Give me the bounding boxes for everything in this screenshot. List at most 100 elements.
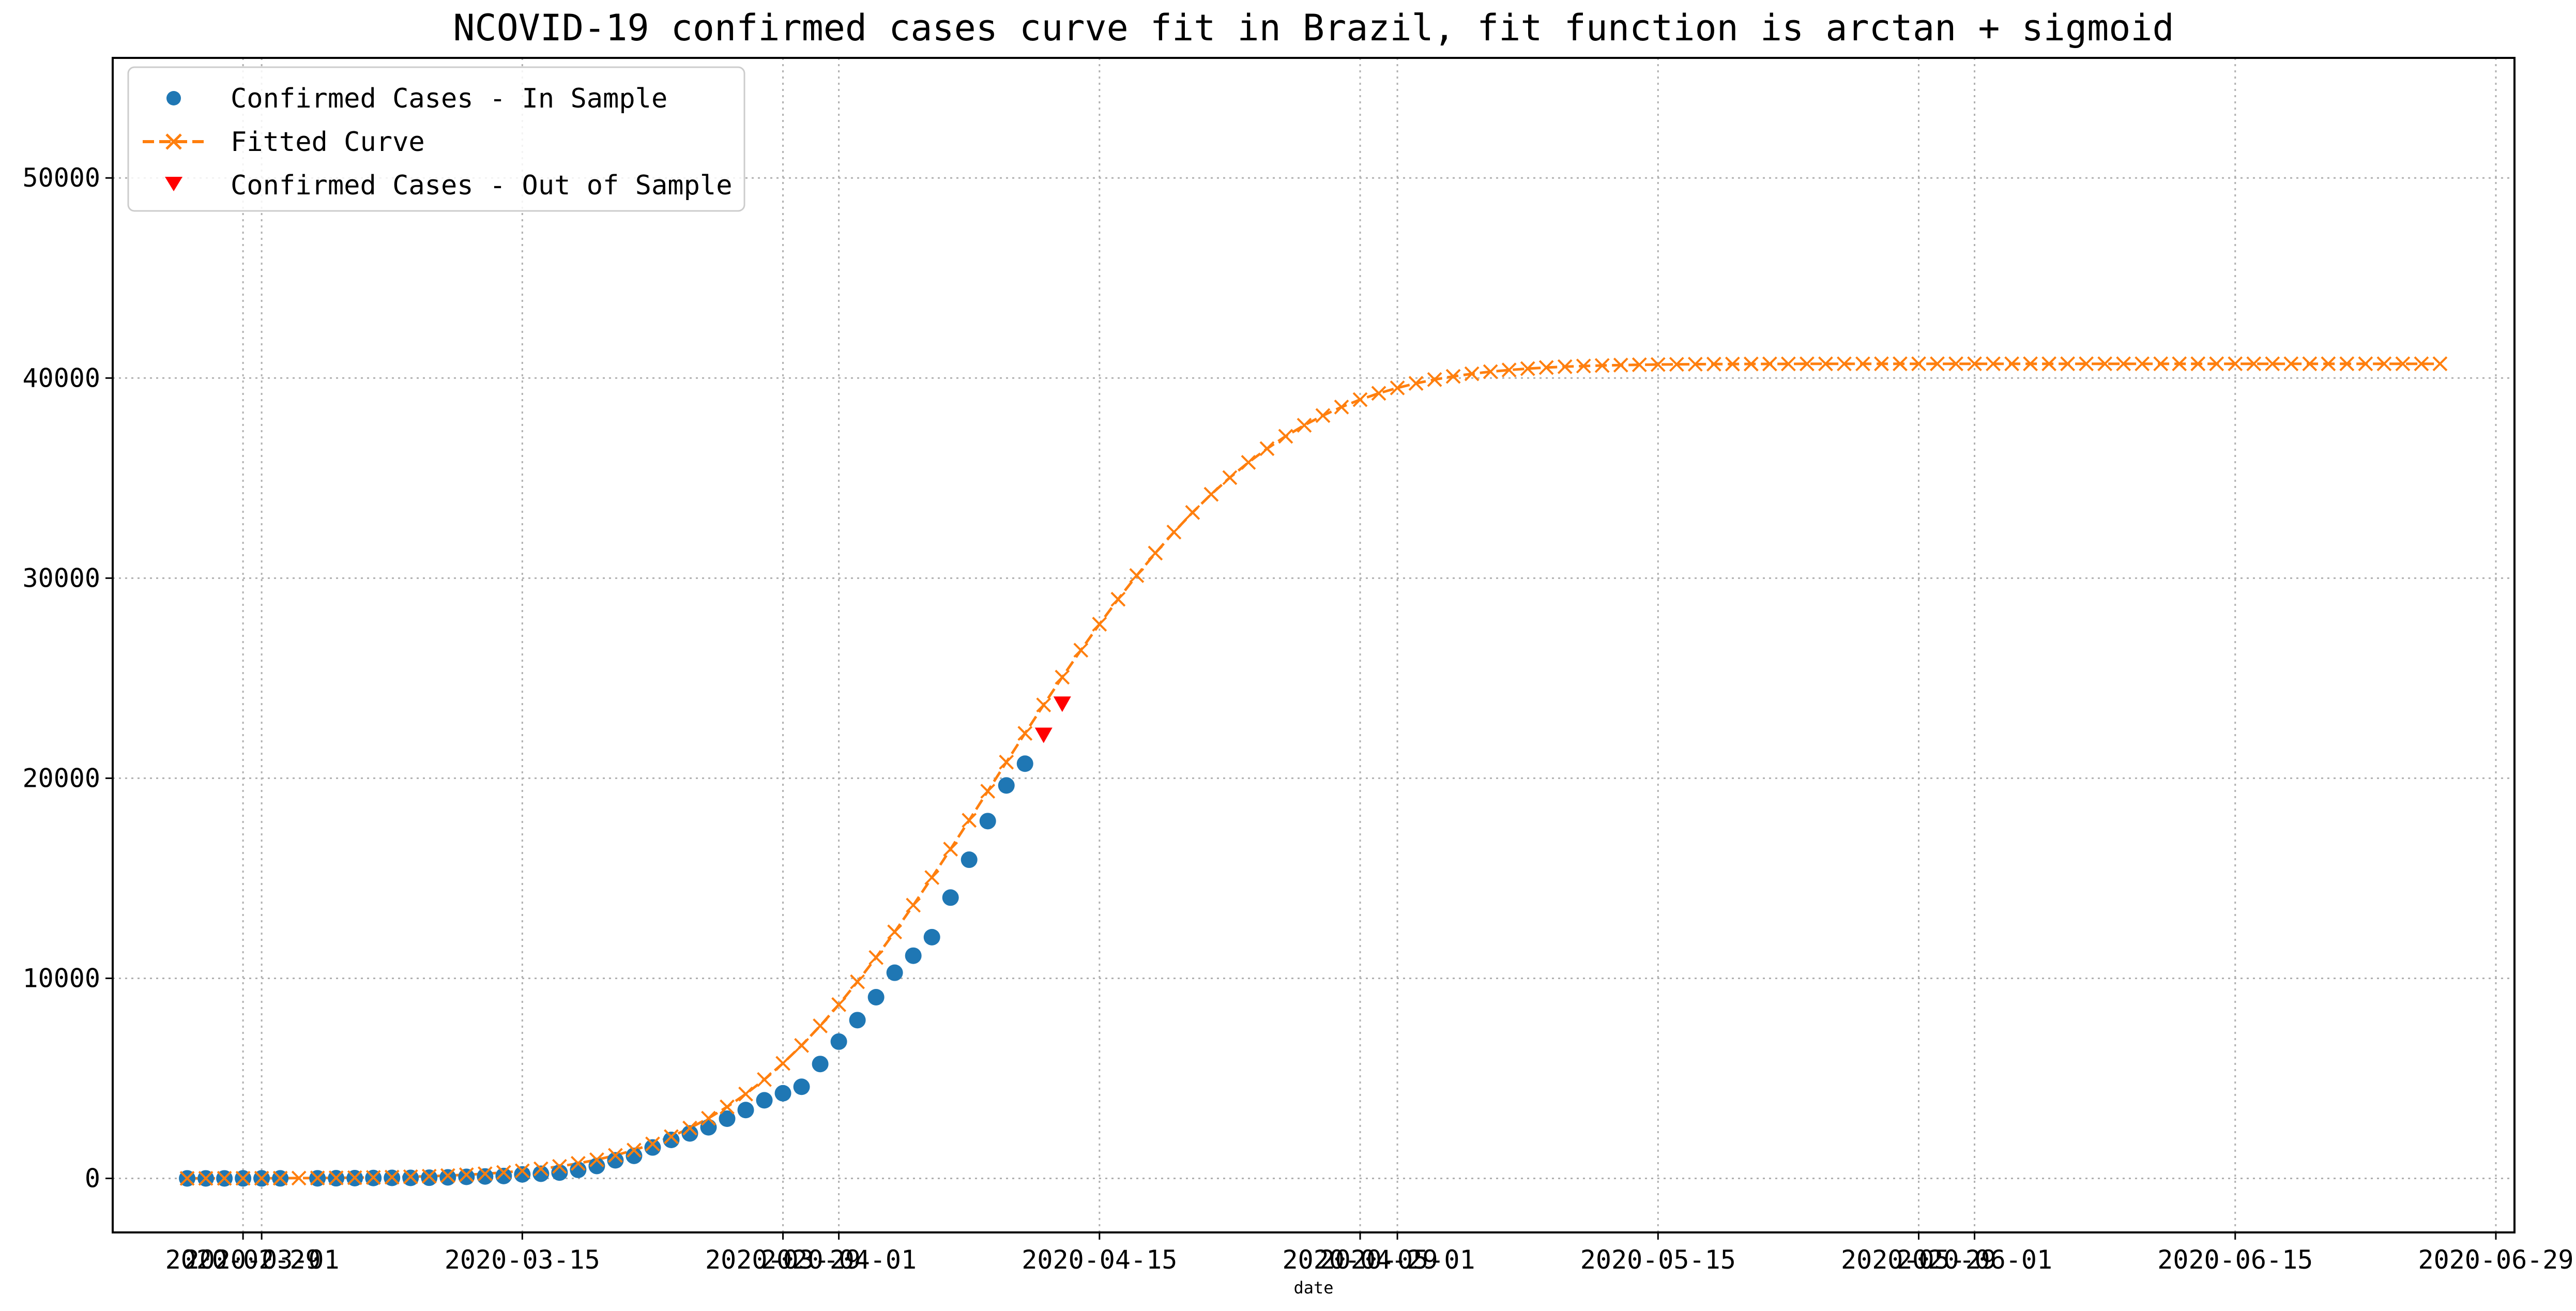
x-tick-label: 2020-03-15 — [445, 1245, 600, 1275]
fitted-point — [924, 870, 940, 885]
fitted-point — [1538, 360, 1554, 375]
fitted-point — [2321, 356, 2336, 372]
fitted-point — [1687, 357, 1703, 372]
fitted-point — [1594, 358, 1610, 373]
fitted-point — [701, 1110, 716, 1126]
y-axis: 0 10000 20000 30000 40000 50000 — [22, 163, 113, 1193]
fitted-point — [1185, 505, 1200, 520]
fitted-point — [2004, 356, 2019, 372]
fitted-point — [2302, 356, 2318, 372]
in-sample-point — [439, 1169, 456, 1186]
fitted-point — [347, 1170, 362, 1185]
fitted-point — [608, 1148, 623, 1163]
fitted-point — [831, 997, 847, 1012]
legend: Confirmed Cases - In Sample Fitted Curve… — [127, 66, 745, 212]
fitted-point — [254, 1170, 269, 1186]
legend-marker-in-sample — [166, 91, 181, 105]
fitted-point — [2265, 356, 2280, 372]
fitted-point — [1315, 408, 1331, 423]
fitted-point — [2339, 356, 2355, 372]
fitted-point — [1520, 361, 1535, 376]
y-tick-label: 0 — [85, 1163, 100, 1193]
x-tick-label: 2020-05-01 — [1320, 1245, 1475, 1275]
y-tick-label: 10000 — [22, 963, 100, 993]
fitted-point — [1148, 545, 1163, 561]
fitted-point — [1706, 356, 1721, 372]
in-sample-point — [905, 947, 922, 964]
fitted-point — [2209, 356, 2224, 372]
fitted-point — [1259, 441, 1275, 456]
plot-frame — [112, 57, 2516, 1233]
fitted-point — [1967, 356, 1982, 372]
in-sample-point — [644, 1139, 661, 1156]
fitted-point — [1948, 356, 1963, 372]
fitted-point — [1576, 358, 1591, 374]
fitted-point — [2283, 356, 2299, 372]
fitted-point — [887, 924, 903, 940]
fitted-point — [570, 1156, 586, 1171]
fitted-point — [962, 813, 977, 828]
fitted-point — [813, 1018, 828, 1033]
fitted-point — [1650, 357, 1666, 372]
in-sample-point — [812, 1056, 829, 1073]
fitted-point — [1855, 356, 1870, 372]
fitted-point — [980, 784, 996, 799]
fitted-point — [198, 1170, 214, 1186]
fitted-point — [1837, 356, 1852, 372]
fitted-point — [2097, 356, 2113, 372]
in-sample-point — [495, 1167, 512, 1184]
in-sample-point — [551, 1164, 568, 1181]
legend-marker-out-sample — [165, 177, 182, 191]
fitted-point — [2023, 356, 2038, 372]
legend-label-out-sample: Confirmed Cases - Out of Sample — [231, 170, 733, 201]
fitted-point — [1203, 486, 1219, 502]
fitted-point — [179, 1171, 195, 1186]
fitted-point — [868, 950, 884, 965]
fitted-point — [2414, 356, 2429, 372]
x-tick-label: 2020-06-01 — [1897, 1245, 2052, 1275]
fitted-point — [403, 1169, 418, 1184]
fitted-point — [1073, 643, 1089, 658]
fitted-point — [384, 1169, 400, 1185]
in-sample-point — [774, 1085, 791, 1102]
in-sample-point — [607, 1152, 624, 1169]
fitted-point — [2432, 356, 2448, 372]
x-tick-label: 2020-05-29 — [1841, 1245, 1996, 1275]
fitted-curve-line — [187, 362, 2440, 1180]
fitted-point — [794, 1038, 809, 1053]
fitted-point — [1055, 669, 1070, 685]
fitted-point — [906, 897, 921, 913]
fitted-point — [627, 1142, 642, 1158]
series-layer — [179, 356, 2448, 1187]
in-sample-point — [737, 1102, 754, 1119]
in-sample-point — [923, 928, 940, 946]
in-sample-point — [588, 1157, 605, 1175]
x-tick-label: 2020-06-29 — [2418, 1245, 2573, 1275]
fitted-point — [1166, 524, 1182, 540]
fitted-point — [2376, 356, 2392, 372]
fitted-point — [1986, 356, 2001, 372]
in-sample-point — [532, 1165, 550, 1182]
in-sample-point — [719, 1110, 736, 1127]
fitted-point — [291, 1170, 307, 1186]
fitted-point — [552, 1158, 567, 1174]
fitted-point — [1036, 697, 1051, 713]
fitted-point — [1911, 356, 1926, 372]
fitted-point — [1352, 392, 1368, 407]
x-tick-label: 2020-06-15 — [2157, 1245, 2313, 1275]
fitted-point — [328, 1170, 344, 1185]
fitted-point — [757, 1072, 772, 1087]
in-sample-point — [458, 1168, 475, 1185]
fitted-point — [477, 1166, 493, 1181]
in-sample-point — [961, 851, 978, 868]
fitted-point — [1371, 386, 1386, 401]
fitted-point — [2190, 356, 2206, 372]
fitted-point — [1222, 470, 1238, 485]
fitted-point — [1762, 356, 1777, 372]
fitted-point — [421, 1168, 437, 1184]
in-sample-point — [626, 1147, 643, 1164]
fitted-point — [2060, 356, 2076, 372]
x-tick-label: 2020-03-29 — [705, 1245, 861, 1275]
